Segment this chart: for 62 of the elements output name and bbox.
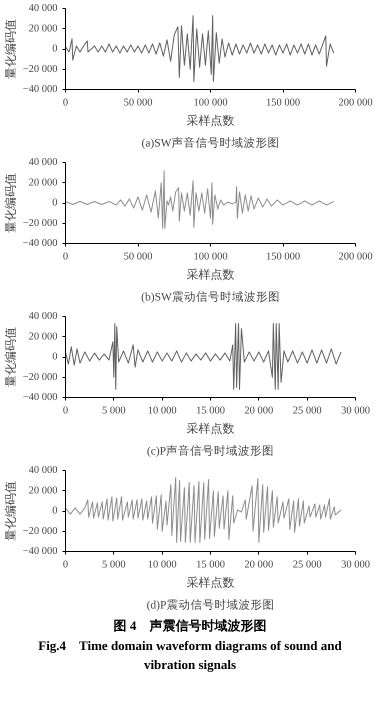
x-tick-label: 25 000 <box>292 406 322 416</box>
line-series <box>66 15 334 82</box>
y-tick-label: 0 <box>52 506 58 516</box>
text: (a)SW声音信号时域波形图 <box>141 136 280 150</box>
x-tick-label: 25 000 <box>292 560 322 570</box>
text: (c)P声音信号时域波形图 <box>146 444 274 458</box>
y-axis-title: 量化编码值 <box>4 19 18 79</box>
line-series <box>66 170 334 229</box>
y-axis-title: 量化编码值 <box>4 173 18 233</box>
y-tick-label: −20 000 <box>22 372 58 383</box>
x-tick-label: 0 <box>62 252 68 262</box>
x-tick-label: 150 000 <box>266 98 300 108</box>
y-tick-label: −40 000 <box>22 238 58 249</box>
y-tick-label: 0 <box>52 44 58 54</box>
x-tick-label: 0 <box>62 98 68 108</box>
x-tick-label: 5 000 <box>102 560 126 570</box>
y-tick-label: 20 000 <box>28 177 58 188</box>
x-tick-label: 0 <box>62 560 68 570</box>
x-tick-label: 20 000 <box>244 560 274 570</box>
x-tick-label: 200 000 <box>338 98 373 108</box>
y-tick-label: 40 000 <box>28 3 58 14</box>
y-tick-label: 0 <box>52 352 58 362</box>
x-tick-label: 150 000 <box>266 252 300 262</box>
x-axis-title: 采样点数 <box>186 268 234 282</box>
y-tick-label: 20 000 <box>28 23 58 34</box>
y-axis-title: 量化编码值 <box>4 327 18 387</box>
x-tick-label: 200 000 <box>338 252 373 262</box>
x-tick-label: 10 000 <box>148 406 177 416</box>
x-tick-label: 15 000 <box>196 560 225 570</box>
y-tick-label: −20 000 <box>22 64 58 75</box>
x-tick-label: 5 000 <box>102 406 126 416</box>
y-tick-label: −40 000 <box>22 392 58 403</box>
x-axis-title: 采样点数 <box>186 114 234 128</box>
x-tick-label: 30 000 <box>341 406 370 416</box>
y-tick-label: −40 000 <box>22 84 58 95</box>
caption: Fig.4 Time domain waveform diagrams of sound and vibration signals <box>37 636 343 674</box>
x-tick-label: 100 000 <box>193 252 228 262</box>
y-tick-label: 40 000 <box>28 311 58 322</box>
x-tick-label: 15 000 <box>196 406 225 416</box>
y-tick-label: 20 000 <box>28 485 58 496</box>
text: (b)SW震动信号时域波形图 <box>141 290 280 304</box>
x-axis-title: 采样点数 <box>186 576 234 590</box>
x-tick-label: 0 <box>62 406 68 416</box>
text: (d)P震动信号时域波形图 <box>146 598 274 612</box>
x-tick-label: 100 000 <box>193 98 228 108</box>
caption: 图 4 声震信号时域波形图 <box>114 617 266 635</box>
line-series <box>66 323 342 390</box>
y-tick-label: 40 000 <box>28 157 58 168</box>
x-axis-title: 采样点数 <box>186 422 234 436</box>
y-tick-label: −20 000 <box>22 218 58 229</box>
y-tick-label: 20 000 <box>28 331 58 342</box>
x-tick-label: 20 000 <box>244 406 274 416</box>
line-series <box>66 477 342 543</box>
y-axis-title: 量化编码值 <box>4 481 18 541</box>
y-tick-label: −40 000 <box>22 546 58 557</box>
y-tick-label: 40 000 <box>28 465 58 476</box>
x-tick-label: 50 000 <box>124 252 152 262</box>
y-tick-label: 0 <box>52 198 58 208</box>
y-tick-label: −20 000 <box>22 526 58 537</box>
x-tick-label: 50 000 <box>124 98 152 108</box>
x-tick-label: 10 000 <box>148 560 177 570</box>
x-tick-label: 30 000 <box>341 560 370 570</box>
